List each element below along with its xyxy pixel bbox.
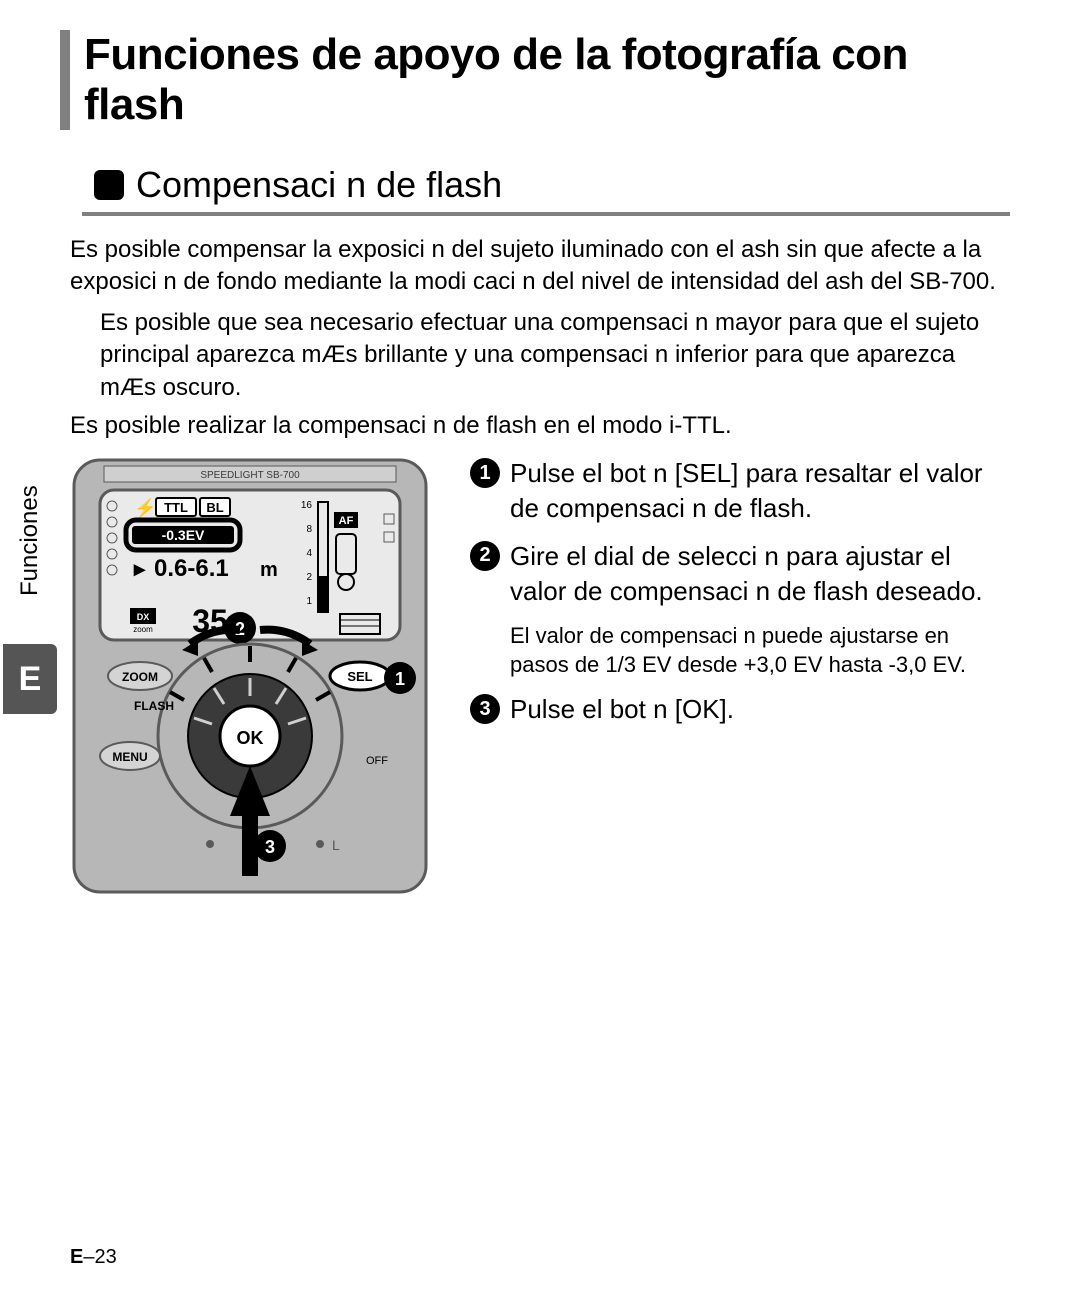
side-tab-label: Funciones bbox=[16, 456, 44, 626]
step-1-num: 1 bbox=[470, 458, 500, 488]
footer-prefix: E bbox=[70, 1246, 83, 1268]
menu-button-label: MENU bbox=[112, 750, 147, 764]
sel-button-label: SEL bbox=[347, 669, 372, 684]
lcd-af-badge: AF bbox=[339, 515, 354, 527]
page-footer: E–23 bbox=[70, 1246, 117, 1269]
steps-area: Funciones E SPEEDLIGHT SB-700 bbox=[70, 456, 1010, 901]
device-illustration: SPEEDLIGHT SB-700 ⚡ TTL BL bbox=[70, 456, 430, 896]
zoom-button-label: ZOOM bbox=[122, 670, 158, 684]
svg-text:zoom: zoom bbox=[133, 625, 153, 634]
step-3: 3 Pulse el bot n [OK]. bbox=[470, 692, 1010, 727]
side-tab: Funciones E bbox=[0, 456, 60, 714]
svg-text:2: 2 bbox=[306, 572, 312, 583]
lcd-range: 0.6-6.1 bbox=[154, 555, 229, 582]
step-2-note: El valor de compensaci n puede ajustarse… bbox=[510, 621, 1010, 680]
step-2: 2 Gire el dial de selecci n para ajustar… bbox=[470, 539, 1010, 609]
svg-text:DX: DX bbox=[137, 612, 150, 622]
callout-3: 3 bbox=[265, 837, 275, 857]
step-3-num: 3 bbox=[470, 694, 500, 724]
bullet-paragraph: Es posible que sea necesario efectuar un… bbox=[100, 307, 1010, 404]
step-1-text: Pulse el bot n [SEL] para resaltar el va… bbox=[510, 456, 1010, 526]
step-1: 1 Pulse el bot n [SEL] para resaltar el … bbox=[470, 456, 1010, 526]
footer-page: –23 bbox=[83, 1246, 116, 1268]
svg-text:4: 4 bbox=[306, 548, 312, 559]
svg-text:▸: ▸ bbox=[133, 556, 146, 581]
page-title-bar: Funciones de apoyo de la fotografía con … bbox=[60, 30, 1010, 130]
section-heading: Compensaci n de flash bbox=[82, 158, 1010, 216]
intro-paragraph: Es posible compensar la exposici n del s… bbox=[70, 234, 1010, 299]
device-model-label: SPEEDLIGHT SB-700 bbox=[200, 470, 300, 481]
flash-button-label: FLASH bbox=[134, 699, 174, 713]
lcd-ev-value: -0.3EV bbox=[162, 527, 205, 543]
bullet-block: Es posible que sea necesario efectuar un… bbox=[100, 307, 1010, 404]
off-label: OFF bbox=[366, 755, 388, 767]
step-2-text: Gire el dial de selecci n para ajustar e… bbox=[510, 539, 1010, 609]
lcd-range-unit: m bbox=[260, 559, 278, 581]
lcd-ttl-badge: TTL bbox=[164, 500, 188, 515]
svg-text:16: 16 bbox=[301, 500, 313, 511]
svg-text:8: 8 bbox=[306, 524, 312, 535]
svg-text:1: 1 bbox=[306, 596, 312, 607]
steps-text: 1 Pulse el bot n [SEL] para resaltar el … bbox=[470, 456, 1010, 901]
section-marker-icon bbox=[94, 170, 124, 200]
device-diagram: SPEEDLIGHT SB-700 ⚡ TTL BL bbox=[70, 456, 470, 901]
section-heading-text: Compensaci n de flash bbox=[136, 164, 502, 206]
step-3-text: Pulse el bot n [OK]. bbox=[510, 692, 1010, 727]
lcd-bl-badge: BL bbox=[206, 500, 223, 515]
step-2-num: 2 bbox=[470, 541, 500, 571]
lock-l-label: L bbox=[332, 837, 340, 853]
callout-1: 1 bbox=[395, 669, 405, 689]
manual-page: Funciones de apoyo de la fotografía con … bbox=[0, 0, 1080, 1309]
page-title: Funciones de apoyo de la fotografía con … bbox=[84, 30, 1010, 130]
mode-paragraph: Es posible realizar la compensaci n de f… bbox=[70, 410, 1010, 442]
ok-button-label: OK bbox=[237, 728, 264, 748]
side-tab-letter: E bbox=[3, 644, 57, 714]
svg-text:⚡: ⚡ bbox=[134, 497, 156, 519]
